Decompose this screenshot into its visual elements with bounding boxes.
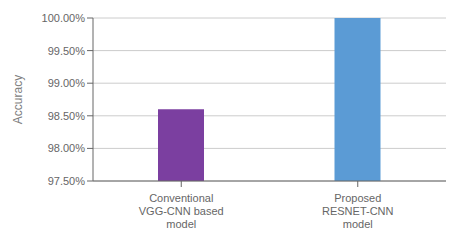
svg-text:Accuracy: Accuracy <box>11 75 25 124</box>
svg-text:98.00%: 98.00% <box>48 142 86 154</box>
svg-text:98.50%: 98.50% <box>48 110 86 122</box>
svg-text:ConventionalVGG-CNN basedmodel: ConventionalVGG-CNN basedmodel <box>139 192 224 230</box>
svg-text:97.50%: 97.50% <box>48 175 86 187</box>
svg-text:99.00%: 99.00% <box>48 77 86 89</box>
svg-text:ProposedRESNET-CNNmodel: ProposedRESNET-CNNmodel <box>322 192 394 230</box>
svg-text:100.00%: 100.00% <box>42 12 86 24</box>
svg-text:99.50%: 99.50% <box>48 45 86 57</box>
